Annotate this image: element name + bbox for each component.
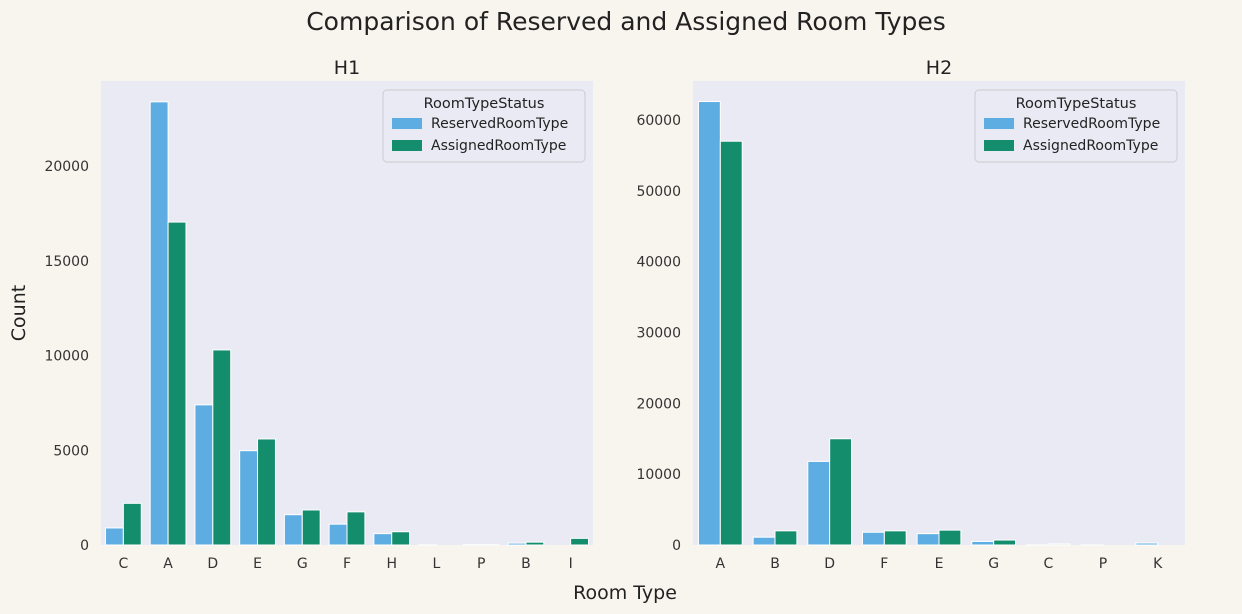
bar bbox=[257, 438, 276, 546]
y-tick-label: 40000 bbox=[636, 255, 681, 271]
figure-title: Comparison of Reserved and Assigned Room… bbox=[306, 7, 946, 36]
y-axis-label: Count bbox=[8, 285, 30, 341]
bar bbox=[283, 514, 303, 546]
legend-entry: AssignedRoomType bbox=[431, 138, 566, 154]
x-axis-label: Room Type bbox=[573, 582, 677, 604]
bar bbox=[239, 450, 259, 546]
bar bbox=[829, 438, 853, 546]
x-tick-label: G bbox=[988, 556, 999, 572]
x-tick-label: L bbox=[433, 556, 441, 572]
x-tick-label: E bbox=[935, 556, 944, 572]
y-tick-label: 20000 bbox=[636, 396, 681, 412]
y-tick-label: 5000 bbox=[53, 443, 89, 459]
bar bbox=[122, 502, 142, 546]
x-tick-label: F bbox=[880, 556, 888, 572]
x-tick-label: P bbox=[1099, 556, 1107, 572]
bar bbox=[525, 541, 545, 546]
x-tick-label: P bbox=[477, 556, 485, 572]
bar bbox=[507, 542, 527, 546]
y-tick-label: 15000 bbox=[44, 254, 89, 270]
legend-swatch bbox=[984, 118, 1014, 129]
legend-box bbox=[382, 89, 586, 163]
x-tick-label: E bbox=[253, 556, 262, 572]
bar bbox=[167, 221, 187, 546]
y-tick-label: 0 bbox=[672, 538, 681, 554]
x-tick-label: K bbox=[1153, 556, 1163, 572]
panel-title: H1 bbox=[334, 57, 360, 79]
bar bbox=[328, 523, 348, 546]
bar bbox=[697, 101, 721, 546]
bar bbox=[719, 140, 743, 546]
panel-title: H2 bbox=[926, 57, 952, 79]
legend: RoomTypeStatus ReservedRoomType AssignedRo… bbox=[974, 89, 1178, 163]
y-tick-label: 50000 bbox=[636, 184, 681, 200]
x-tick-label: B bbox=[521, 556, 531, 572]
bar bbox=[212, 349, 232, 546]
x-tick-label: F bbox=[343, 556, 351, 572]
bar bbox=[301, 509, 321, 546]
legend-entry: AssignedRoomType bbox=[1023, 138, 1158, 154]
bar bbox=[971, 540, 995, 546]
legend-swatch bbox=[392, 140, 422, 151]
y-tick-label: 10000 bbox=[44, 349, 89, 365]
legend-box bbox=[974, 89, 1178, 163]
legend: RoomTypeStatus ReservedRoomType AssignedRo… bbox=[382, 89, 586, 163]
bar bbox=[938, 529, 962, 546]
bar bbox=[774, 530, 798, 546]
bar bbox=[391, 531, 411, 546]
legend-entry: ReservedRoomType bbox=[1023, 116, 1160, 132]
x-tick-label: B bbox=[770, 556, 780, 572]
chart-panel-h2: H2 0 10000 20000 30000 40000 50000 60000 A B D F E G C… bbox=[636, 57, 1185, 572]
bar bbox=[194, 404, 214, 546]
bar bbox=[1135, 542, 1159, 546]
legend-entry: ReservedRoomType bbox=[431, 116, 568, 132]
bar bbox=[149, 101, 169, 546]
x-tick-label: A bbox=[163, 556, 173, 572]
x-tick-label: C bbox=[1043, 556, 1053, 572]
x-tick-label: I bbox=[569, 556, 573, 572]
x-tick-label: A bbox=[716, 556, 726, 572]
bar bbox=[861, 531, 885, 546]
y-tick-label: 20000 bbox=[44, 159, 89, 175]
bar bbox=[752, 536, 776, 546]
x-tick-label: H bbox=[386, 556, 397, 572]
bar bbox=[993, 539, 1017, 546]
bar bbox=[104, 527, 124, 546]
bar bbox=[1047, 543, 1071, 546]
x-tick-label: D bbox=[824, 556, 835, 572]
y-tick-label: 0 bbox=[80, 538, 89, 554]
chart-panel-h1: H1 0 5000 10000 15000 20000 C A D E G F H L P B I RoomTyp… bbox=[44, 57, 593, 572]
bar bbox=[916, 533, 940, 546]
bar bbox=[807, 460, 831, 546]
x-tick-label: D bbox=[207, 556, 218, 572]
bar bbox=[346, 511, 366, 546]
legend-title: RoomTypeStatus bbox=[424, 96, 545, 112]
legend-swatch bbox=[984, 140, 1014, 151]
y-tick-label: 30000 bbox=[636, 325, 681, 341]
legend-title: RoomTypeStatus bbox=[1016, 96, 1137, 112]
y-tick-label: 10000 bbox=[636, 467, 681, 483]
bar bbox=[883, 530, 907, 546]
x-tick-label: C bbox=[118, 556, 128, 572]
y-tick-label: 60000 bbox=[636, 113, 681, 129]
legend-swatch bbox=[392, 118, 422, 129]
bar bbox=[570, 537, 590, 546]
x-tick-label: G bbox=[297, 556, 308, 572]
bar bbox=[373, 533, 393, 546]
